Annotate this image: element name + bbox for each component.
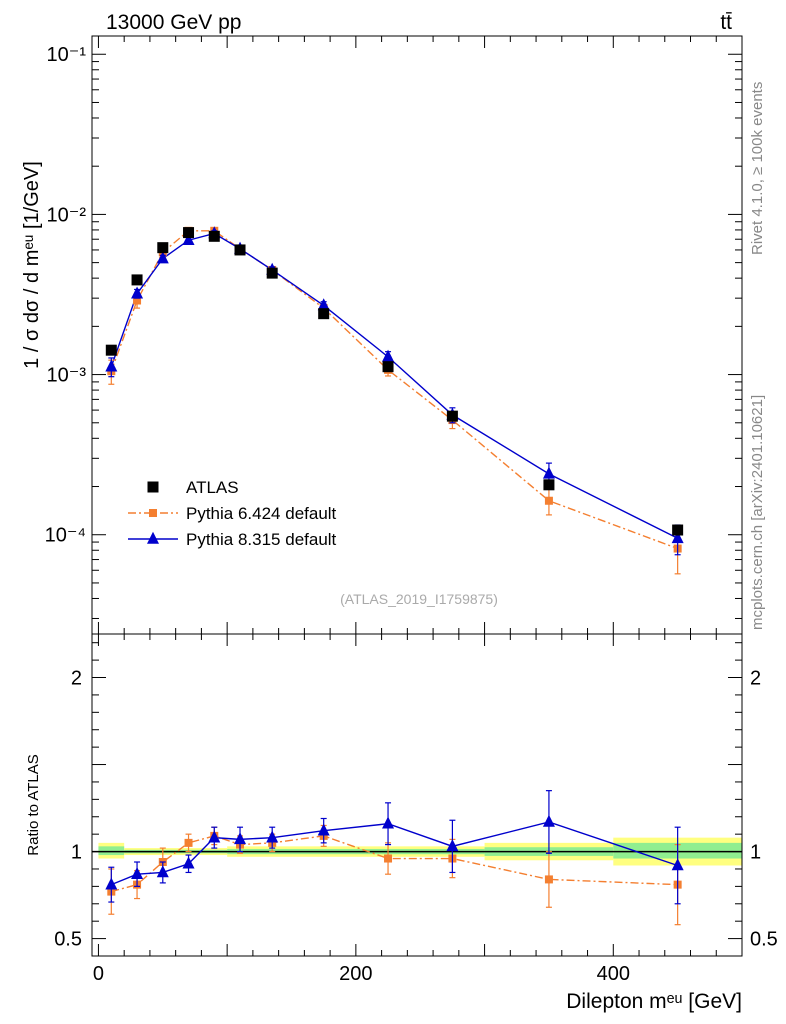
pythia8-point-0 (105, 359, 118, 372)
y-tick-label-1: 10⁻³ (47, 365, 87, 387)
ratio-pythia8-point-10 (542, 814, 555, 827)
ratio-y-tick-label-2: 2 (71, 668, 82, 690)
ratio-pythia8-point-3 (182, 856, 195, 869)
ratio-pythia6-point-8 (384, 854, 393, 863)
atlas-point-0 (105, 344, 117, 356)
atlas-point-5 (234, 244, 246, 256)
pythia8-point-10 (542, 466, 555, 479)
ratio-pythia8-point-8 (382, 816, 395, 829)
ratio-y-tick-label-right-0: 0.5 (750, 929, 778, 951)
ratio-pythia8-point-11 (671, 858, 684, 871)
atlas-point-6 (266, 267, 278, 279)
pythia8-point-8 (382, 349, 395, 362)
ratio-pythia8-point-6 (266, 830, 279, 843)
legend-atlas-marker (147, 481, 159, 493)
ratio-pythia8-point-1 (131, 866, 144, 879)
pythia6-line (110, 230, 678, 550)
ratio-frame (91, 633, 743, 957)
ratio-band-green-0 (98, 846, 125, 856)
ratio-pythia8-line (111, 821, 678, 886)
pythia6-point-1 (133, 296, 142, 305)
legend-pythia6-marker (149, 509, 157, 517)
ratio-y-tick-label-right-1: 1 (750, 842, 761, 864)
x-tick-label-200: 200 (339, 963, 372, 985)
header-energy-label: 13000 GeV pp (106, 11, 241, 34)
x-tick-label-400: 400 (597, 963, 630, 985)
source-label: mcplots.cern.ch [arXiv:2401.10621] (749, 395, 766, 630)
legend-atlas-label: ATLAS (186, 478, 239, 497)
atlas-point-4 (208, 230, 220, 242)
atlas-point-2 (157, 242, 169, 254)
atlas-point-7 (318, 308, 330, 320)
ratio-y-tick-label-right-2: 2 (750, 668, 761, 690)
pythia8-point-3 (182, 233, 195, 246)
y-tick-label-0: 10⁻⁴ (45, 525, 86, 547)
ratio-pythia8-point-4 (208, 830, 221, 843)
y-tick-label-2: 10⁻² (47, 204, 87, 226)
atlas-point-10 (543, 479, 555, 491)
atlas-point-8 (382, 361, 394, 373)
pythia6-point-10 (544, 496, 553, 505)
rivet-version-label: Rivet 4.1.0, ≥ 100k events (749, 82, 766, 255)
ratio-y-axis-title: Ratio to ATLAS (25, 754, 42, 855)
atlas-point-3 (183, 227, 195, 239)
ratio-pythia6-point-3 (184, 838, 193, 847)
ratio-pythia8-point-7 (317, 823, 330, 836)
y-tick-label-3: 10⁻¹ (47, 44, 87, 66)
ratio-y-tick-label-1: 1 (71, 842, 82, 864)
main-panel: 10⁻⁴ 10⁻³ 10⁻² 10⁻¹ 1 / σ dσ / d mᵉᵘ [1/GeV]… (21, 35, 743, 956)
y-axis-title: 1 / σ dσ / d mᵉᵘ [1/GeV] (21, 161, 43, 369)
atlas-point-9 (446, 410, 458, 422)
legend-pythia8-marker (147, 531, 159, 544)
ratio-pythia6-point-10 (544, 875, 553, 884)
legend-pythia6-label: Pythia 6.424 default (186, 504, 337, 523)
pythia8-point-7 (317, 298, 330, 311)
ratio-y-tick-label-0: 0.5 (54, 929, 82, 951)
legend-pythia8-label: Pythia 8.315 default (186, 530, 337, 549)
atlas-point-11 (672, 524, 684, 536)
ratio-pythia8-point-2 (156, 865, 169, 878)
atlas-point-1 (131, 274, 143, 286)
ratio-pythia8-point-0 (105, 877, 118, 890)
ratio-panel: 0 200 400 0.5 0.5 1 1 2 2 Ratio to ATLAS Dilepton … (25, 633, 778, 1013)
header-process-label: tt̄ (720, 11, 732, 34)
pythia8-line (110, 232, 678, 539)
ratio-pythia6-line (111, 835, 678, 893)
ratio-pythia8-point-9 (446, 839, 459, 852)
pythia8-point-2 (156, 251, 169, 264)
pythia8-point-1 (131, 286, 144, 299)
ratio-pythia8-point-5 (234, 832, 247, 845)
pythia8-point-11 (671, 531, 684, 544)
analysis-annotation: (ATLAS_2019_I1759875) (340, 591, 498, 607)
legend: ATLAS Pythia 6.424 default Pythia 8.315 de… (128, 478, 337, 549)
x-tick-label-0: 0 (93, 963, 104, 985)
x-axis-title: Dilepton mᵉᵘ [GeV] (566, 990, 742, 1013)
